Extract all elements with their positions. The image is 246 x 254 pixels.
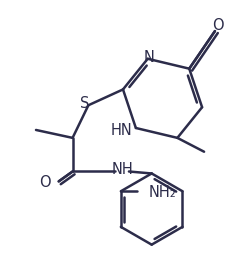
Text: N: N — [143, 50, 154, 65]
Text: NH: NH — [111, 162, 133, 177]
Text: HN: HN — [110, 123, 132, 138]
Text: O: O — [39, 175, 51, 190]
Text: O: O — [212, 18, 224, 33]
Text: S: S — [80, 96, 89, 111]
Text: NH₂: NH₂ — [149, 185, 176, 200]
